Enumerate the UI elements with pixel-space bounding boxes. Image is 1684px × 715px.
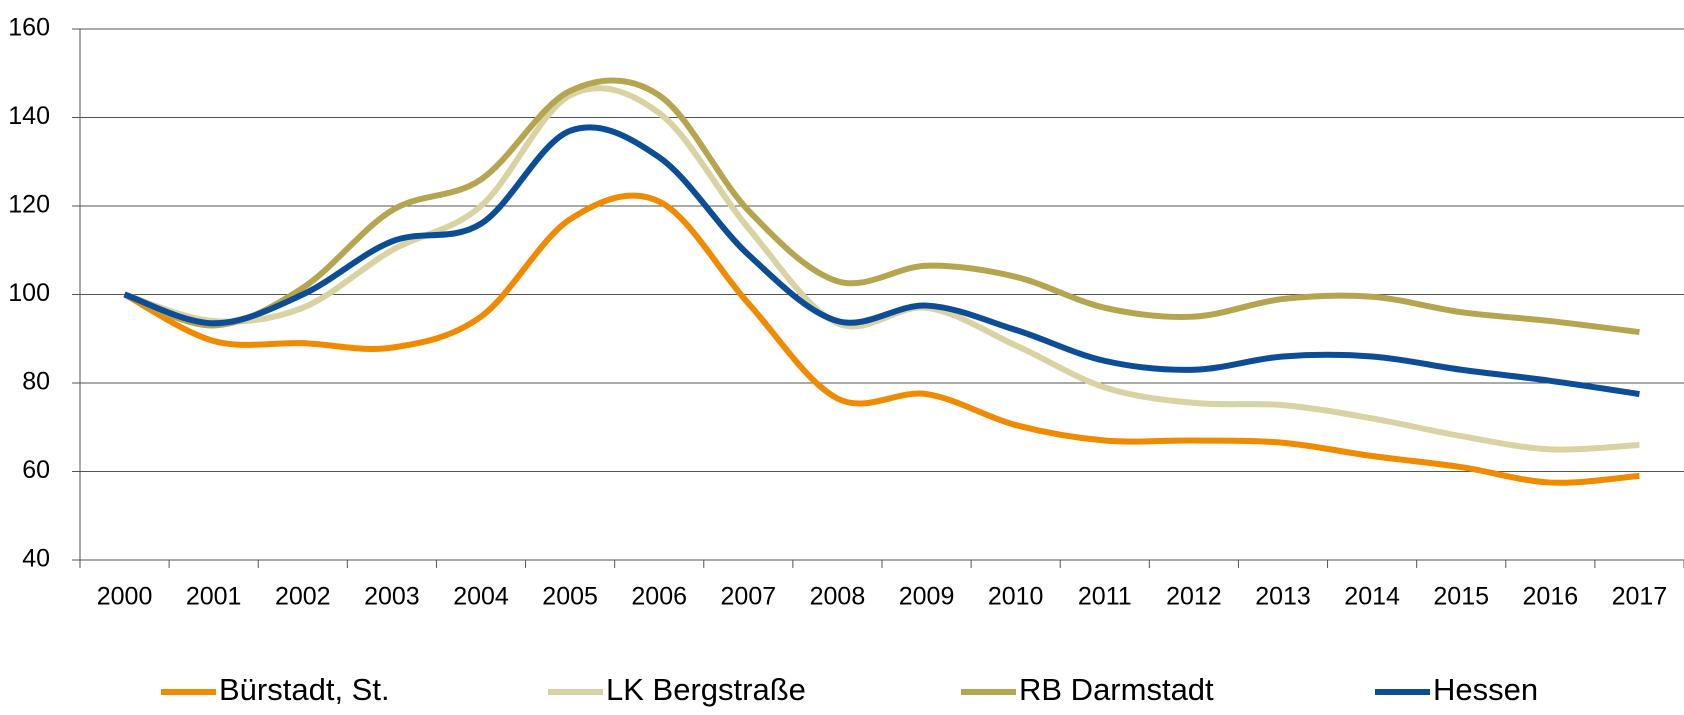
line-series	[123, 85, 1640, 453]
y-tick-label: 120	[8, 191, 50, 219]
x-tick-label: 2001	[186, 583, 242, 611]
x-tick-label: 2010	[988, 583, 1044, 611]
y-tick-label: 60	[22, 456, 50, 484]
x-tick-label: 2004	[453, 583, 509, 611]
y-tick-label: 100	[8, 279, 50, 307]
legend-label: LK Bergstraße	[606, 672, 806, 707]
y-tick-label: 140	[8, 102, 50, 130]
legend-label: Hessen	[1433, 672, 1538, 707]
legend-label: RB Darmstadt	[1019, 672, 1214, 707]
legend-label: Bürstadt, St.	[219, 672, 390, 707]
y-tick-label: 160	[8, 14, 50, 42]
x-tick-label: 2008	[810, 583, 866, 611]
x-tick-label: 2007	[721, 583, 777, 611]
x-tick-label: 2013	[1255, 583, 1311, 611]
x-tick-label: 2015	[1433, 583, 1489, 611]
line-series	[123, 124, 1640, 398]
y-tick-label: 40	[22, 545, 50, 573]
x-tick-label: 2002	[275, 583, 331, 611]
x-tick-label: 2016	[1523, 583, 1579, 611]
x-tick-label: 2012	[1166, 583, 1222, 611]
x-tick-label: 2011	[1078, 583, 1132, 611]
line-series	[123, 77, 1640, 336]
y-tick-label: 80	[22, 368, 50, 396]
x-tick-label: 2006	[631, 583, 687, 611]
line-series	[123, 192, 1640, 486]
x-tick-label: 2005	[542, 583, 598, 611]
x-tick-label: 2014	[1344, 583, 1400, 611]
x-tick-label: 2017	[1612, 583, 1668, 611]
x-tick-label: 2003	[364, 583, 420, 611]
x-tick-label: 2009	[899, 583, 955, 611]
x-tick-label: 2000	[97, 583, 153, 611]
